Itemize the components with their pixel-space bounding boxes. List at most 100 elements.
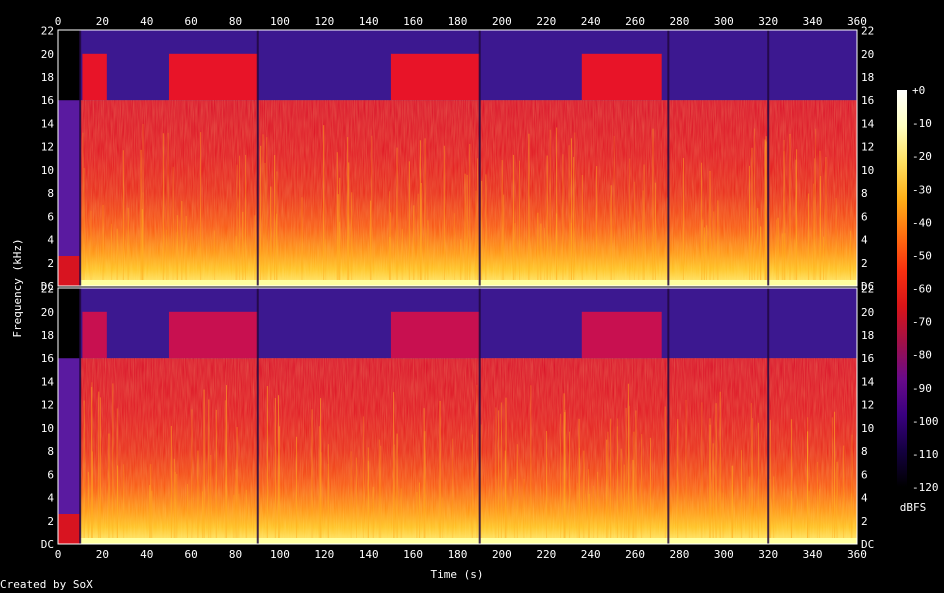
y-tick-label-right: 6 [861,210,868,223]
transient-streak [111,223,113,286]
y-tick-label-left: DC [41,538,54,551]
extended-band [168,53,258,101]
transient-streak [709,418,711,544]
y-tick-label-right: 8 [861,445,868,458]
transient-streak [546,155,548,286]
transient-streak [162,133,164,286]
transient-streak [789,133,791,286]
transient-streak [783,151,785,286]
transient-streak [629,158,631,286]
colorbar-tick-label: -10 [912,117,932,130]
transient-streak [784,233,786,286]
transient-streak [596,166,598,286]
transient-streak [327,444,329,544]
transient-streak [339,177,341,286]
transient-streak [419,140,421,286]
transient-streak [320,398,322,544]
transient-streak [185,216,187,286]
transient-streak [564,409,566,544]
transient-streak [181,201,183,286]
transient-streak [528,133,530,286]
lf-floor [80,538,857,544]
transient-streak [741,450,743,544]
y-tick-label-right: 2 [861,257,868,270]
transient-streak [336,152,338,286]
y-tick-label-right: 2 [861,515,868,528]
transient-streak [235,236,237,286]
transient-streak [717,200,719,286]
transient-streak [823,236,825,286]
transient-streak [627,383,629,544]
y-tick-label-right: 14 [861,117,875,130]
y-tick-label-left: 8 [47,445,54,458]
transient-streak [702,219,704,286]
transient-streak [685,399,687,544]
transient-streak [464,173,466,286]
transient-streak [819,489,821,544]
transient-streak [703,227,705,286]
transient-streak [260,145,262,286]
transient-streak [327,463,329,544]
extended-band [82,311,107,359]
y-tick-label-right: 16 [861,94,874,107]
transient-streak [235,469,237,544]
transient-streak [820,175,822,286]
track-boundary [667,288,670,544]
transient-streak [610,185,612,286]
y-tick-label-left: 14 [41,375,55,388]
transient-streak [625,407,627,544]
transient-streak [564,412,566,544]
colorbar-tick-label: -60 [912,283,932,296]
transient-streak [587,469,589,544]
y-tick-label-left: 14 [41,117,55,130]
x-tick-label-top: 120 [314,15,334,28]
track-boundary [256,288,259,544]
transient-streak [501,160,503,286]
transient-streak [793,239,795,286]
x-tick-label-bottom: 340 [803,548,823,561]
extended-band [168,311,258,359]
y-tick-label-right: 12 [861,399,874,412]
transient-streak [765,141,767,286]
channel-2-spectrogram [58,288,857,544]
transient-streak [537,212,539,286]
transient-streak [416,492,418,544]
transient-streak [504,450,506,544]
transient-streak [514,223,516,286]
transient-streak [226,385,228,544]
transient-streak [819,150,821,286]
transient-streak [274,155,276,286]
transient-streak [394,444,396,544]
transient-streak [396,147,398,286]
y-tick-label-right: 18 [861,71,874,84]
x-tick-label-bottom: 160 [403,548,423,561]
x-tick-label-top: 200 [492,15,512,28]
transient-streak [764,139,766,286]
transient-streak [769,419,771,544]
x-tick-label-top: 160 [403,15,423,28]
transient-streak [424,138,426,286]
transient-streak [519,160,521,286]
extended-band [581,311,662,359]
transient-streak [278,395,280,544]
transient-streak [835,198,837,286]
y-tick-label-right: 4 [861,492,868,505]
y-tick-label-right: 10 [861,422,874,435]
transient-streak [443,145,445,286]
transient-streak [460,239,462,286]
transient-streak [279,426,281,544]
transient-streak [480,424,482,544]
y-tick-label-right: 22 [861,25,874,38]
colorbar-tick-label: -70 [912,316,932,329]
transient-streak [172,166,174,286]
transient-streak [388,191,390,286]
transient-streak [90,210,92,286]
colorbar-tick-label: -80 [912,349,932,362]
transient-streak [760,226,762,286]
colorbar-tick-label: -110 [912,448,939,461]
x-tick-label-bottom: 300 [714,548,734,561]
transient-streak [481,180,483,286]
extended-band [581,53,662,101]
plot-frame [57,29,858,287]
transient-streak [834,411,836,544]
